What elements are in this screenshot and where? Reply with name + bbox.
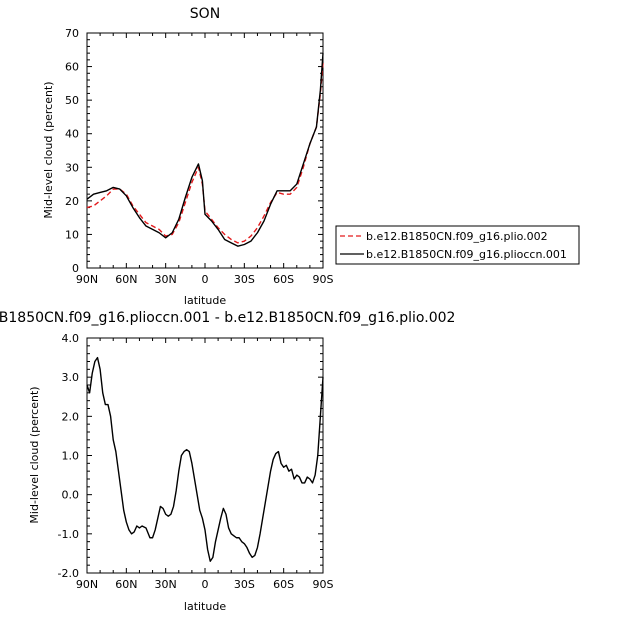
- bottom-series-group: [86, 356, 324, 562]
- bottom-y-tick-label: 4.0: [62, 332, 80, 345]
- bottom-x-tick-label: 90N: [76, 578, 98, 591]
- top-y-tick-label: 60: [65, 61, 79, 74]
- legend-label-plio: b.e12.B1850CN.f09_g16.plio.002: [366, 230, 548, 243]
- bottom-y-tick-label: 0.0: [62, 489, 80, 502]
- bottom-series-line-1: [86, 356, 324, 562]
- legend-label-plioccn: b.e12.B1850CN.f09_g16.plioccn.001: [366, 248, 567, 261]
- bottom-x-axis-title: latitude: [184, 600, 226, 613]
- top-series-group: [86, 53, 324, 247]
- bottom-x-tick-label: 60N: [115, 578, 137, 591]
- top-y-tick-label: 40: [65, 128, 79, 141]
- bottom-plot-frame: [86, 337, 324, 574]
- legend: b.e12.B1850CN.f09_g16.plio.002 b.e12.B18…: [335, 225, 580, 265]
- top-x-tick-label: 90N: [76, 273, 98, 286]
- legend-box: [335, 225, 580, 265]
- top-series-line-1: [86, 63, 324, 244]
- bottom-y-tick-label: 3.0: [62, 371, 80, 384]
- top-series-line-2: [86, 53, 324, 247]
- top-x-tick-label: 30N: [155, 273, 177, 286]
- top-panel: SON 90N 60N 30N 0 30S 60S 90S 0 10 20 30 40 50 60 70 l…: [42, 6, 334, 307]
- top-y-tick-label: 70: [65, 27, 79, 40]
- bottom-y-tick-label: 2.0: [62, 410, 80, 423]
- bottom-axis-ticks: 90N 60N 30N 0 30S 60S 90S -2.0 -1.0 0.0 1.0 2.0 3.0 4…: [58, 332, 334, 591]
- bottom-x-tick-label: 60S: [273, 578, 294, 591]
- bottom-chart-title: b.e12.B1850CN.f09_g16.plioccn.001 - b.e1…: [0, 310, 455, 326]
- top-y-tick-label: 30: [65, 161, 79, 174]
- top-x-tick-label: 60N: [115, 273, 137, 286]
- top-y-tick-label: 10: [65, 228, 79, 241]
- bottom-y-axis-title: Mid-level cloud (percent): [28, 386, 41, 523]
- top-plot-frame: [86, 32, 324, 269]
- bottom-x-tick-label: 0: [202, 578, 209, 591]
- top-x-tick-label: 60S: [273, 273, 294, 286]
- top-x-tick-label: 0: [202, 273, 209, 286]
- top-x-tick-label: 30S: [234, 273, 255, 286]
- top-y-tick-label: 0: [72, 262, 79, 275]
- bottom-x-tick-label: 90S: [313, 578, 334, 591]
- top-y-tick-label: 50: [65, 94, 79, 107]
- top-axis-ticks: 90N 60N 30N 0 30S 60S 90S 0 10 20 30 40 50 60 70: [65, 27, 334, 286]
- top-x-axis-title: latitude: [184, 294, 226, 307]
- bottom-x-tick-label: 30S: [234, 578, 255, 591]
- bottom-y-tick-label: -1.0: [58, 528, 79, 541]
- bottom-y-tick-label: 1.0: [62, 450, 80, 463]
- bottom-x-tick-label: 30N: [155, 578, 177, 591]
- bottom-y-tick-label: -2.0: [58, 567, 79, 580]
- top-chart-title: SON: [190, 6, 220, 22]
- bottom-panel: b.e12.B1850CN.f09_g16.plioccn.001 - b.e1…: [0, 310, 455, 613]
- top-y-axis-title: Mid-level cloud (percent): [42, 81, 55, 218]
- top-x-tick-label: 90S: [313, 273, 334, 286]
- top-y-tick-label: 20: [65, 195, 79, 208]
